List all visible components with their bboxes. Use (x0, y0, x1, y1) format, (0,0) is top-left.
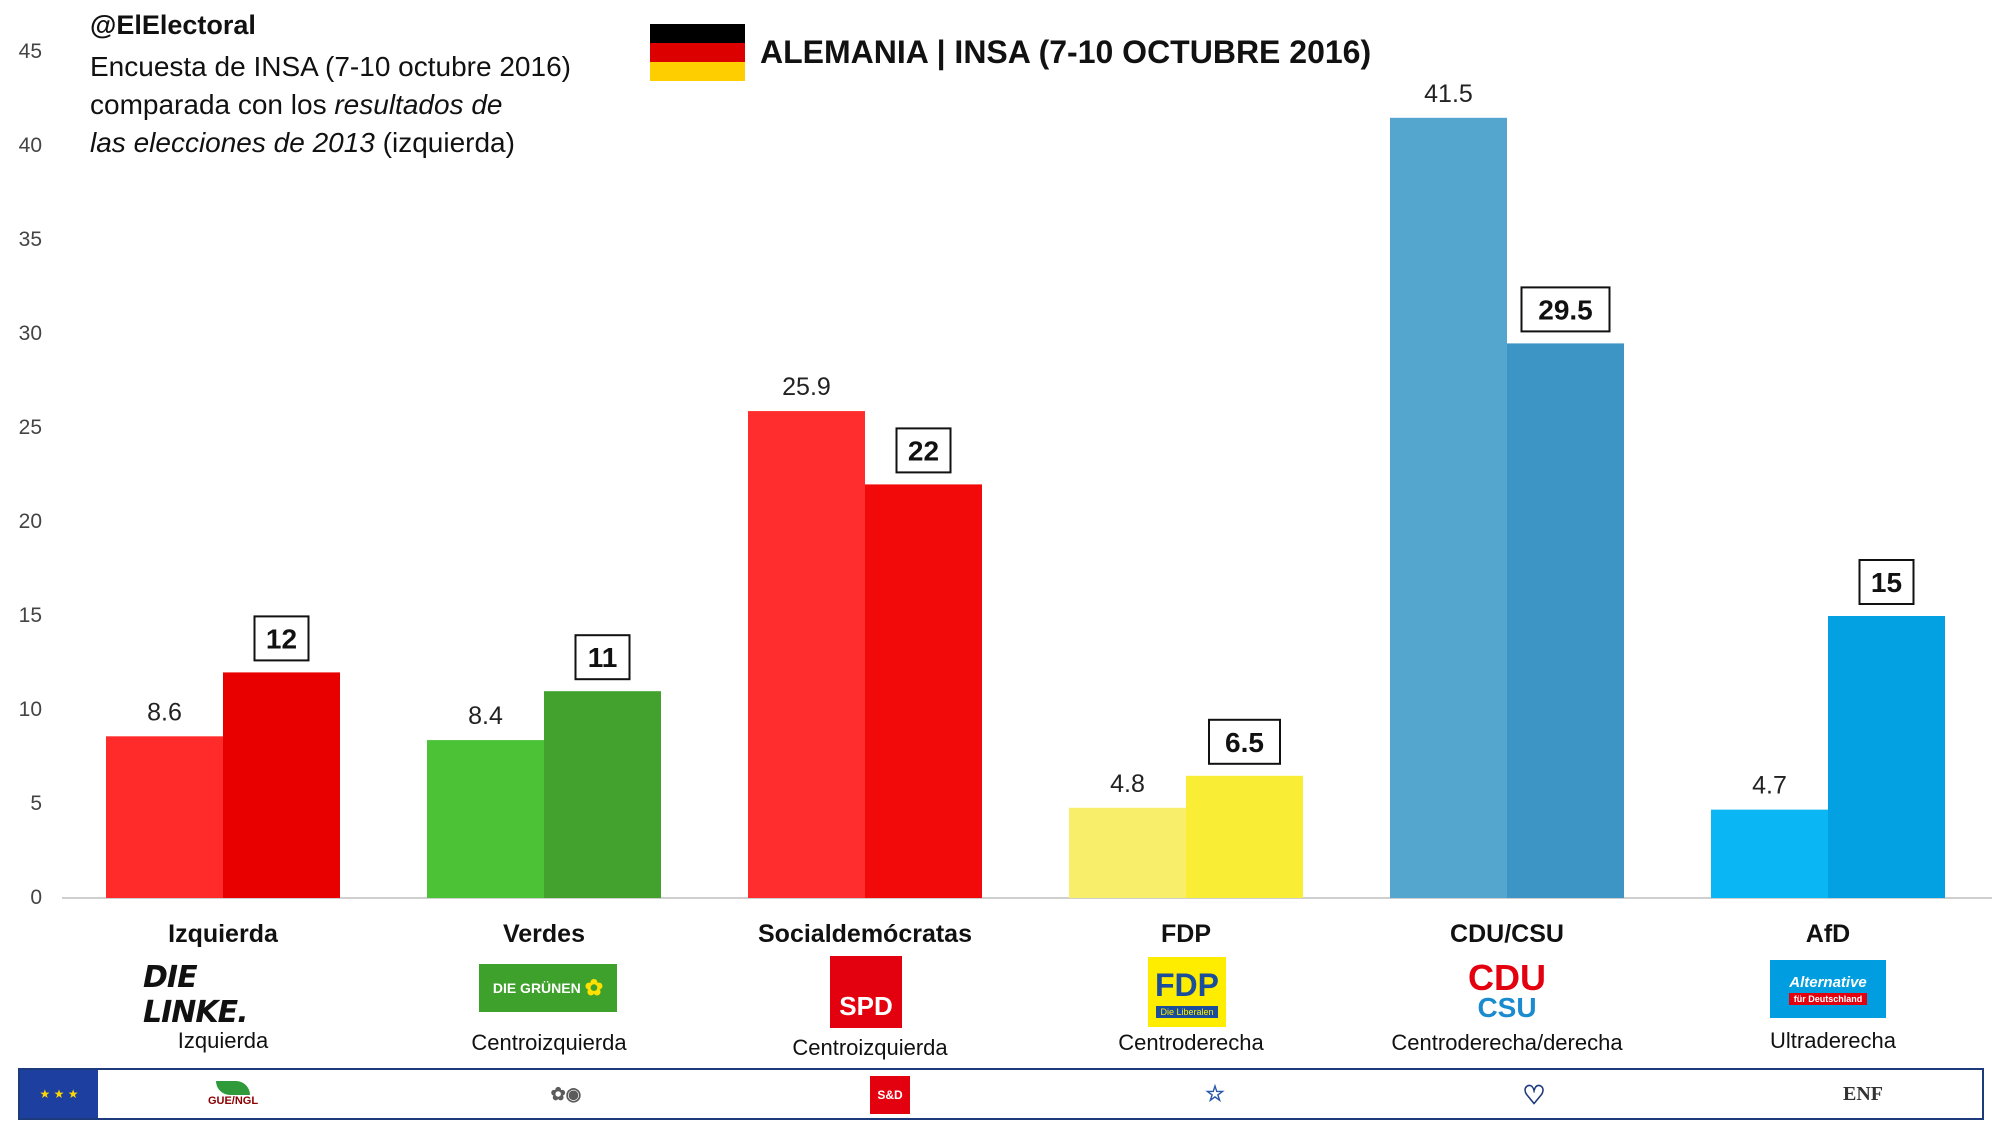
data-label-poll-fdp: 6.5 (1225, 727, 1264, 758)
german-flag-icon (650, 24, 745, 81)
subtitle-line-2a: comparada con los (90, 89, 335, 120)
cdu-logo-text: CDU (1468, 957, 1546, 998)
data-label-poll-afd: 15 (1871, 567, 1902, 598)
y-tick-label: 0 (30, 886, 42, 909)
author-handle: @ElElectoral (90, 10, 256, 40)
bar-poll-afd (1828, 616, 1945, 898)
data-label-poll-socialdemocratas: 22 (908, 435, 939, 466)
ideology-afd: Ultraderecha (1770, 1028, 1896, 1053)
category-label-cdu-csu: CDU/CSU (1450, 920, 1564, 948)
fdp-logo-subtext: Die Liberalen (1156, 1005, 1218, 1018)
enf-group-logo: ENF (1843, 1082, 1883, 1105)
bar-2013-afd (1711, 809, 1828, 898)
bar-2013-fdp (1069, 807, 1186, 898)
data-label-box-poll-verdes (574, 634, 631, 681)
data-label-poll-cdu-csu: 29.5 (1538, 294, 1593, 325)
flag-stripe-black (650, 24, 745, 43)
y-tick-label: 5 (30, 792, 42, 815)
category-label-fdp: FDP (1161, 920, 1211, 948)
chart-title: ALEMANIA | INSA (7-10 OCTUBRE 2016) (760, 34, 1372, 70)
sunflower-icon: ✿ (584, 975, 604, 1000)
ecr-group-heart-icon: ♡ (1522, 1079, 1546, 1110)
y-tick-label: 20 (18, 510, 42, 533)
die-linke-logo: DIE LINKE. (143, 960, 249, 1030)
data-label-2013-cdu-csu: 41.5 (1424, 80, 1473, 108)
data-label-poll-verdes: 11 (588, 642, 618, 673)
category-label-verdes: Verdes (502, 920, 585, 948)
afd-logo-subtext: für Deutschland (1788, 992, 1868, 1005)
eu-parliament-groups-strip: ★ ★ ★ GUE/NGL ✿◉ S&D ☆ ♡ ENF (18, 1068, 1984, 1120)
afd-logo: Alternative für Deutschland (1770, 960, 1886, 1018)
subtitle-line-3a: las elecciones de 2013 (90, 127, 375, 158)
greens-efa-group-icon: ✿◉ (550, 1083, 582, 1104)
ideology-verdes: Centroizquierda (471, 1030, 627, 1055)
y-tick-label: 40 (18, 134, 42, 157)
category-label-socialdemocratas: Socialdemócratas (758, 920, 972, 948)
data-label-poll-izquierda: 12 (266, 623, 297, 654)
subtitle-line-3b: (izquierda) (374, 127, 515, 158)
y-tick-label: 45 (18, 40, 42, 63)
data-label-box-poll-cdu-csu (1520, 286, 1611, 333)
gruene-logo-text: DIE GRÜNEN (492, 980, 581, 996)
flag-stripe-gold (650, 62, 745, 81)
bar-poll-fdp (1186, 775, 1303, 898)
bar-2013-verdes (427, 740, 544, 898)
data-label-2013-fdp: 4.8 (1110, 770, 1145, 798)
data-label-2013-verdes: 8.4 (468, 702, 503, 730)
ideology-izquierda: Izquierda (177, 1028, 269, 1053)
gue-ngl-group-logo: GUE/NGL (198, 1076, 268, 1112)
afd-logo-text: Alternative (1789, 973, 1867, 991)
y-tick-label: 15 (18, 604, 42, 627)
data-label-box-poll-socialdemocratas (895, 427, 952, 474)
bar-poll-verdes (544, 691, 661, 898)
fdp-logo-text: FDP (1155, 966, 1219, 1003)
leaf-icon (216, 1081, 250, 1095)
bar-poll-socialdemocratas (865, 484, 982, 898)
data-label-box-poll-fdp (1208, 718, 1281, 765)
category-label-afd: AfD (1805, 920, 1851, 948)
y-tick-label: 25 (18, 416, 42, 439)
bar-2013-izquierda (106, 736, 223, 898)
spd-logo: SPD (830, 956, 902, 1028)
data-label-box-poll-afd (1858, 559, 1915, 605)
fdp-logo: FDP Die Liberalen (1148, 957, 1226, 1027)
cdu-csu-logo: CDU CSU (1452, 960, 1562, 1026)
y-tick-label: 10 (18, 698, 42, 721)
bar-poll-izquierda (223, 672, 340, 898)
alde-group-icon: ☆ (1205, 1081, 1225, 1106)
eu-flag-icon: ★ ★ ★ (20, 1070, 98, 1118)
data-label-box-poll-izquierda (253, 615, 310, 662)
ideology-cdu-csu: Centroderecha/derecha (1391, 1030, 1623, 1055)
subtitle-line-2b: resultados de (334, 89, 503, 120)
subtitle-line-1: Encuesta de INSA (7-10 octubre 2016) (90, 51, 571, 82)
sd-group-logo: S&D (870, 1076, 910, 1114)
gue-ngl-label: GUE/NGL (207, 1095, 259, 1107)
chart-subtitle: Encuesta de INSA (7-10 octubre 2016) com… (90, 48, 610, 162)
data-label-2013-socialdemocratas: 25.9 (782, 373, 831, 401)
flag-stripe-red (650, 43, 745, 62)
bar-2013-cdu-csu (1390, 117, 1507, 899)
data-label-2013-izquierda: 8.6 (147, 698, 182, 726)
ideology-fdp: Centroderecha (1118, 1030, 1264, 1055)
y-tick-label: 35 (18, 228, 42, 251)
bar-poll-cdu-csu (1507, 343, 1624, 898)
ideology-spd: Centroizquierda (792, 1035, 948, 1060)
die-gruenen-logo: DIE GRÜNEN ✿ (479, 964, 617, 1012)
category-label-izquierda: Izquierda (168, 920, 278, 948)
y-tick-label: 30 (18, 322, 42, 345)
csu-logo-text: CSU (1477, 992, 1537, 1023)
data-label-2013-afd: 4.7 (1752, 772, 1787, 800)
bar-2013-socialdemocratas (748, 411, 865, 898)
